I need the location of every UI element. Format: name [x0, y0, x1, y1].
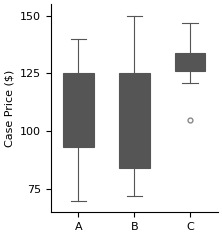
- PathPatch shape: [175, 53, 205, 71]
- PathPatch shape: [63, 73, 94, 148]
- Y-axis label: Case Price ($): Case Price ($): [4, 70, 14, 147]
- PathPatch shape: [119, 73, 150, 168]
